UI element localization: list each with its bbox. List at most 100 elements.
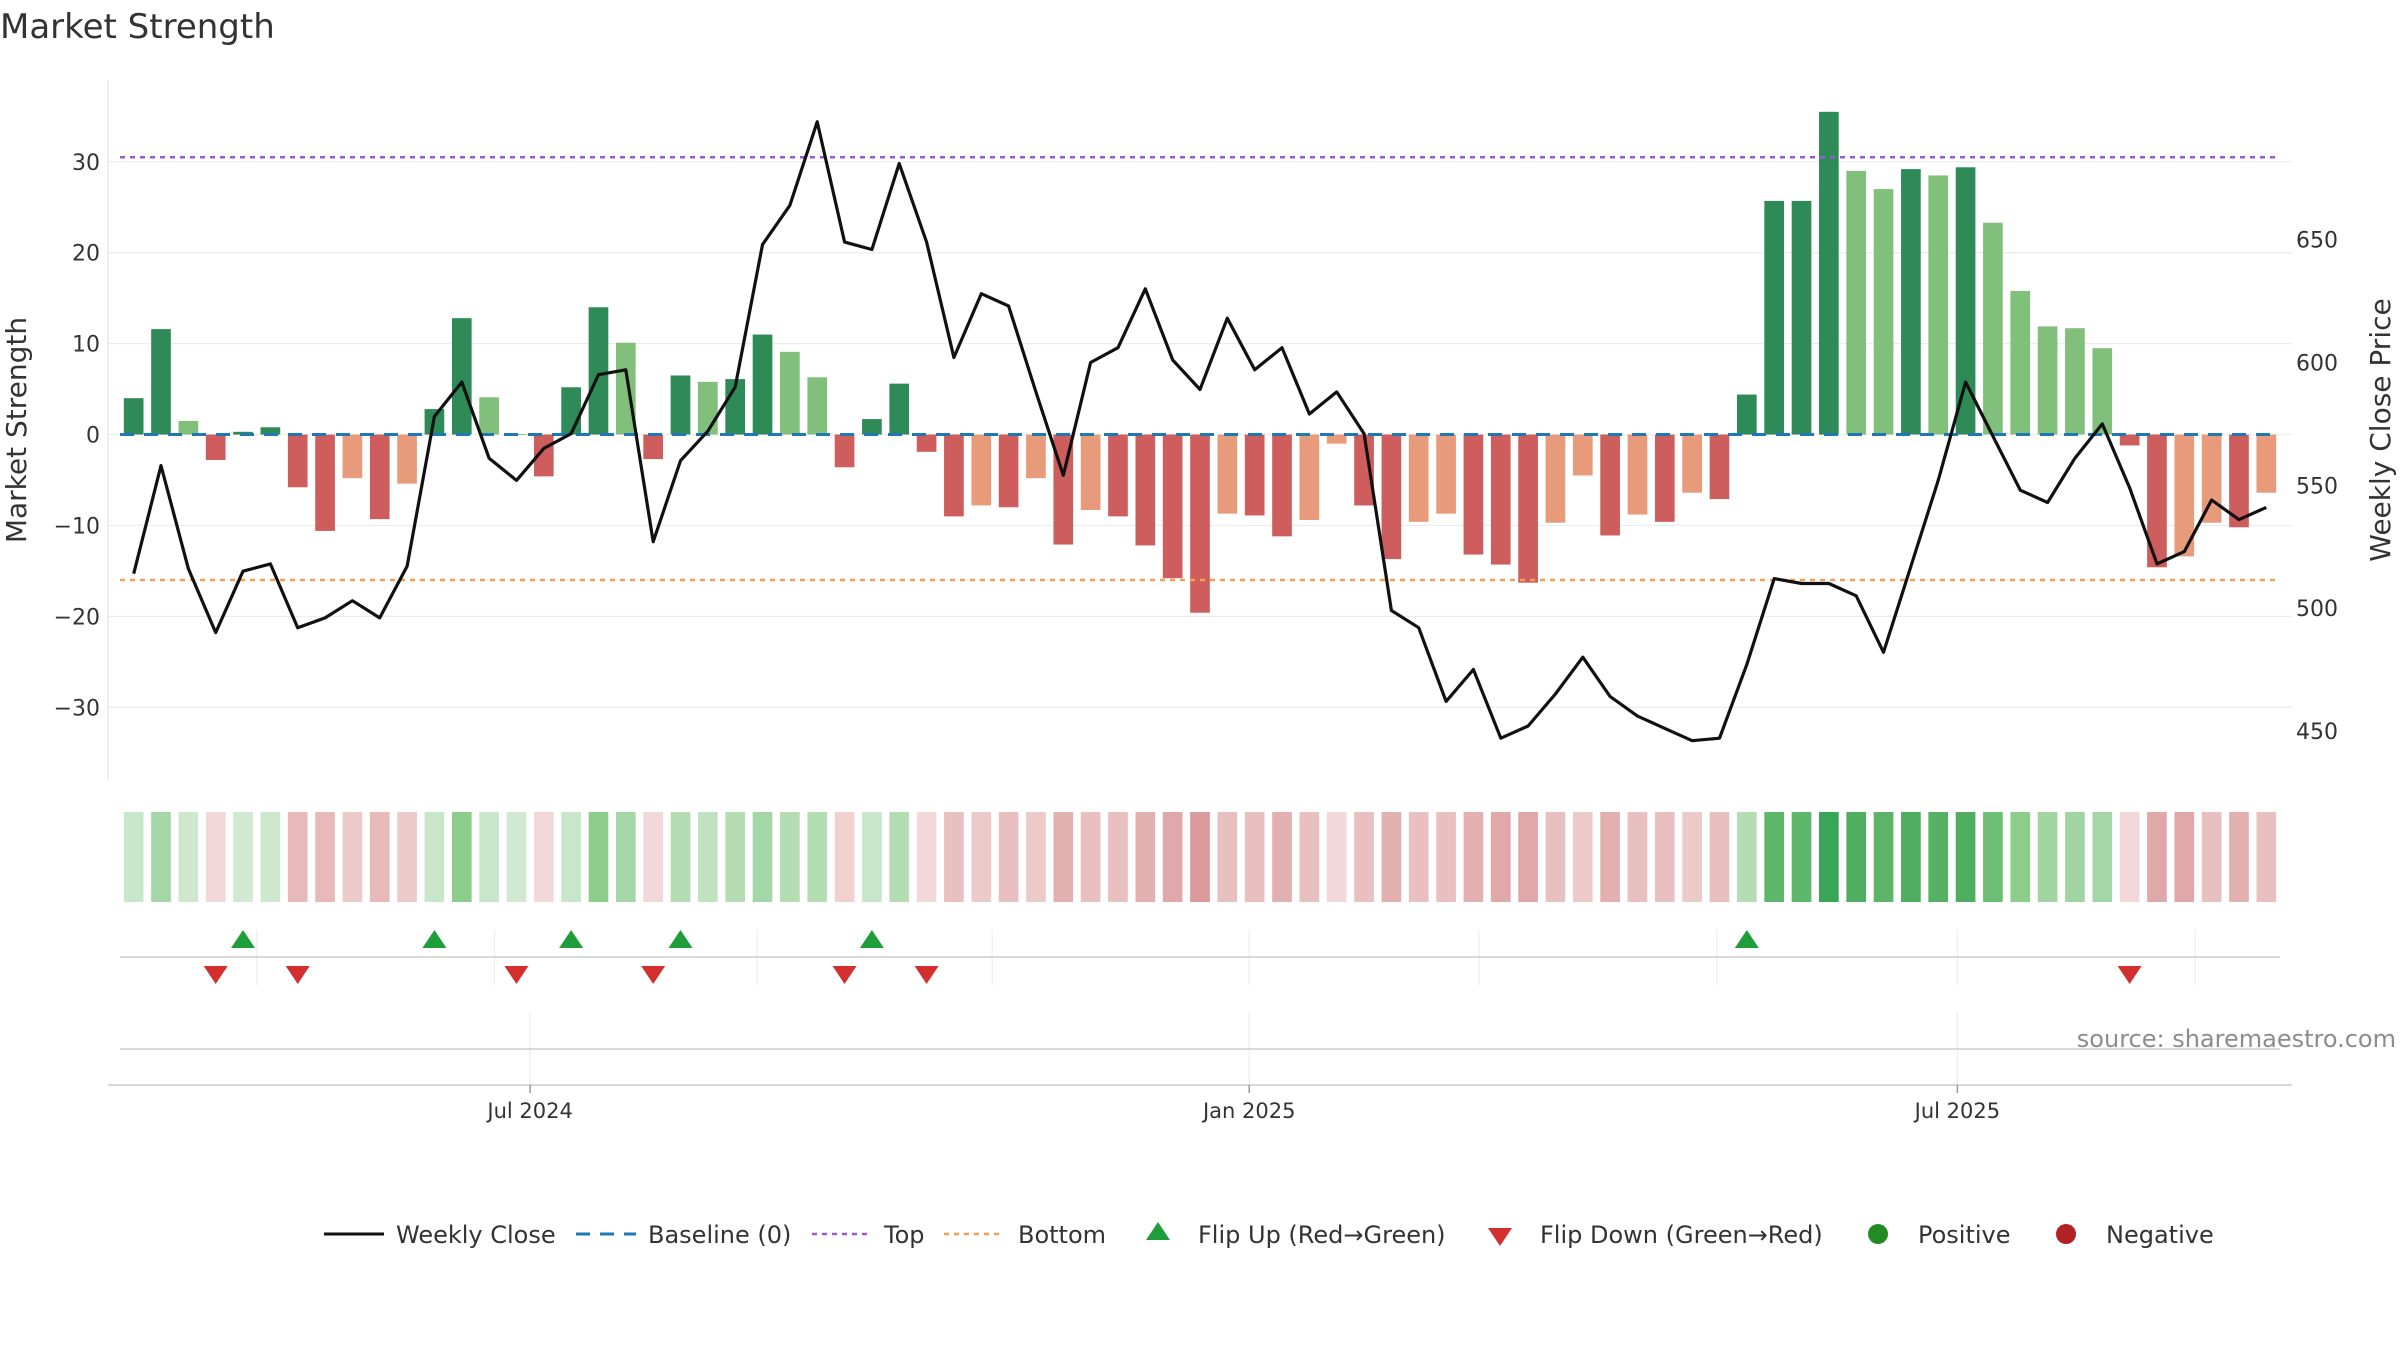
heat-cell: [178, 812, 199, 902]
right-axis-label: Weekly Close Price: [2364, 298, 2397, 561]
legend-label: Negative: [2106, 1221, 2214, 1249]
strength-bar: [1381, 434, 1402, 560]
strength-bar: [643, 434, 664, 460]
heat-cell: [971, 812, 992, 902]
heat-cell: [834, 812, 855, 902]
strength-bar: [2010, 290, 2031, 435]
flip-down-marker: [914, 966, 939, 984]
heat-cell: [2065, 812, 2085, 902]
heat-cell: [2256, 812, 2277, 902]
strength-bar: [588, 307, 609, 435]
strength-bar: [2092, 348, 2113, 435]
heat-cell: [1736, 812, 1757, 902]
chart-title: Market Strength: [0, 7, 275, 47]
x-tick-labels: Jul 2024 Jan 2025 Jul 2025: [485, 1085, 2000, 1123]
strength-bar: [1709, 434, 1730, 500]
heat-cell: [1053, 812, 1074, 902]
left-y-tick-labels: 30 20 10 0 −10 −20 −30: [54, 151, 100, 721]
strength-bar: [1600, 434, 1620, 536]
heat-cell: [1326, 812, 1347, 902]
strength-bar: [1682, 434, 1702, 493]
strength-bar: [1545, 434, 1566, 523]
legend-item: Negative: [2056, 1221, 2214, 1249]
strength-bar: [1408, 434, 1429, 522]
heat-cell: [1108, 812, 1128, 902]
heat-cell: [123, 812, 144, 902]
strength-bar: [998, 434, 1019, 508]
strength-bar: [2201, 434, 2222, 523]
heat-cell: [1463, 812, 1484, 902]
legend-circle-swatch: [2056, 1224, 2076, 1244]
strength-bar: [1572, 434, 1593, 476]
heat-cell: [1080, 812, 1101, 902]
strength-bar: [1928, 175, 1949, 435]
heat-cell: [698, 812, 718, 902]
left-y-tick-label: 20: [72, 242, 100, 267]
right-y-tick-label: 650: [2296, 229, 2338, 254]
strength-bar: [780, 351, 800, 435]
strength-bar: [698, 381, 718, 435]
heat-cell: [260, 812, 281, 902]
heat-cell: [1490, 812, 1511, 902]
heat-cell: [807, 812, 828, 902]
legend-item: Bottom: [944, 1221, 1106, 1249]
legend-label: Baseline (0): [648, 1221, 791, 1249]
left-y-tick-label: 0: [86, 424, 100, 449]
strength-bar: [752, 334, 773, 435]
heat-cell: [1846, 812, 1867, 902]
strength-bar: [1518, 434, 1538, 583]
heat-cell: [1217, 812, 1238, 902]
heat-cell: [233, 812, 253, 902]
heat-cell: [752, 812, 773, 902]
flip-up-marker: [668, 930, 693, 948]
flip-down-marker: [832, 966, 857, 984]
legend-item: Flip Down (Green→Red): [1488, 1221, 1823, 1249]
heat-cell: [1381, 812, 1402, 902]
strength-bar: [1627, 434, 1648, 515]
heat-cell: [506, 812, 527, 902]
flip-down-marker: [2117, 966, 2142, 984]
strength-bar: [862, 419, 882, 435]
strength-bar: [1080, 434, 1101, 510]
flip-down-marker: [203, 966, 228, 984]
strength-bar: [1135, 434, 1156, 546]
strength-bar: [1299, 434, 1320, 520]
strength-bar: [260, 427, 281, 435]
right-y-tick-label: 600: [2296, 351, 2338, 376]
heat-cell: [315, 812, 335, 902]
strength-bar: [1244, 434, 1265, 516]
heat-cell: [151, 812, 171, 902]
strength-bar: [1736, 394, 1757, 435]
heat-cell: [369, 812, 390, 902]
strength-bar: [2147, 434, 2167, 568]
strength-bar: [615, 342, 636, 435]
strength-bar: [971, 434, 992, 506]
legend-label: Positive: [1918, 1221, 2011, 1249]
heat-cell: [1135, 812, 1156, 902]
legend-item: Baseline (0): [576, 1221, 791, 1249]
heat-cell: [615, 812, 636, 902]
left-y-tick-label: 30: [72, 151, 100, 176]
strength-bar: [916, 434, 937, 452]
heat-cell: [1983, 812, 2003, 902]
strength-bar: [1436, 434, 1456, 514]
strength-bar: [1162, 434, 1183, 579]
flip-markers: [203, 930, 2142, 984]
strength-bar: [670, 375, 691, 435]
heat-cell: [916, 812, 937, 902]
legend-label: Flip Down (Green→Red): [1540, 1221, 1823, 1249]
heat-cell: [1272, 812, 1292, 902]
strength-bar: [1846, 170, 1867, 435]
left-y-tick-label: −10: [54, 514, 100, 539]
strength-bar: [151, 329, 171, 435]
strength-bar: [1901, 169, 1921, 435]
strength-bar: [2065, 328, 2085, 435]
heat-cell: [1682, 812, 1702, 902]
heat-cell: [2010, 812, 2031, 902]
strength-bar: [1190, 434, 1210, 613]
legend-item: Weekly Close: [324, 1221, 556, 1249]
heat-cell: [479, 812, 499, 902]
heat-cell: [342, 812, 363, 902]
heat-cell: [1244, 812, 1265, 902]
heat-cell: [287, 812, 308, 902]
